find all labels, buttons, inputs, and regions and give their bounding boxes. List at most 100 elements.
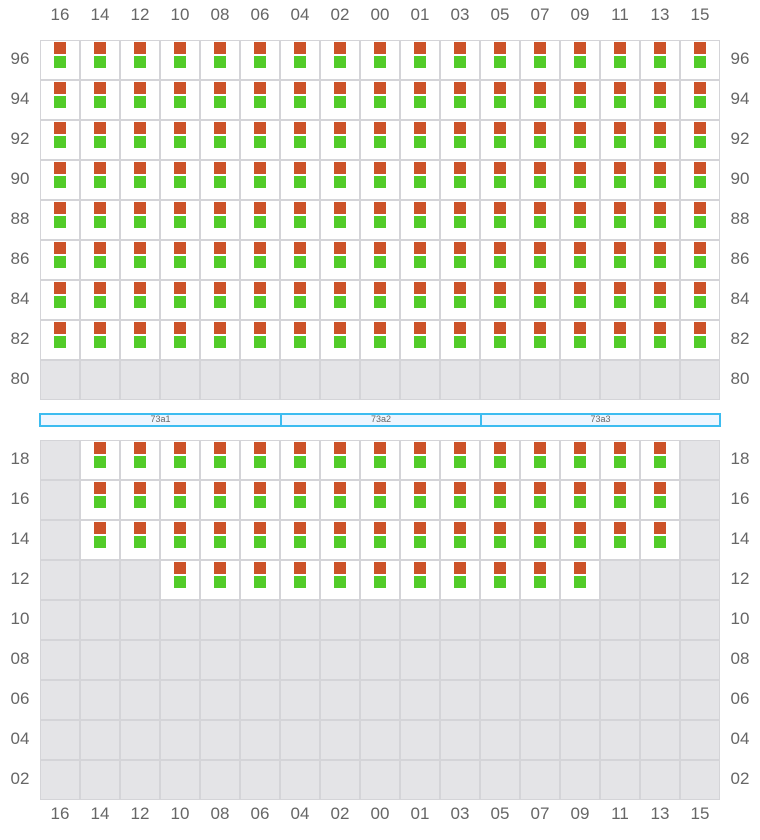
seat-cell[interactable] [40,80,80,120]
seat-cell[interactable] [120,320,160,360]
seat-cell[interactable] [320,160,360,200]
seat-cell[interactable] [520,480,560,520]
seat-cell[interactable] [320,120,360,160]
seat-cell[interactable] [480,440,520,480]
seat-cell[interactable] [240,80,280,120]
seat-cell[interactable] [40,40,80,80]
seat-cell[interactable] [120,160,160,200]
seat-cell[interactable] [440,280,480,320]
seat-cell[interactable] [80,320,120,360]
seat-cell[interactable] [240,120,280,160]
seat-cell[interactable] [400,40,440,80]
seat-cell[interactable] [320,200,360,240]
seat-cell[interactable] [640,40,680,80]
seat-cell[interactable] [680,320,720,360]
seat-cell[interactable] [480,240,520,280]
seat-cell[interactable] [560,440,600,480]
seat-cell[interactable] [560,560,600,600]
seat-cell[interactable] [600,200,640,240]
seat-cell[interactable] [560,120,600,160]
seat-cell[interactable] [640,80,680,120]
seat-cell[interactable] [200,320,240,360]
seat-cell[interactable] [280,80,320,120]
seat-cell[interactable] [600,120,640,160]
seat-cell[interactable] [600,80,640,120]
seat-cell[interactable] [400,520,440,560]
seat-cell[interactable] [360,480,400,520]
seat-cell[interactable] [200,560,240,600]
seat-cell[interactable] [240,280,280,320]
seat-cell[interactable] [280,520,320,560]
seat-cell[interactable] [320,320,360,360]
seat-cell[interactable] [40,160,80,200]
seat-cell[interactable] [640,440,680,480]
seat-cell[interactable] [600,520,640,560]
seat-cell[interactable] [360,160,400,200]
seat-cell[interactable] [120,240,160,280]
seat-cell[interactable] [80,240,120,280]
seat-cell[interactable] [440,320,480,360]
seat-cell[interactable] [400,280,440,320]
seat-cell[interactable] [360,280,400,320]
seat-cell[interactable] [160,160,200,200]
seat-cell[interactable] [640,480,680,520]
seat-cell[interactable] [160,440,200,480]
seat-cell[interactable] [360,80,400,120]
seat-cell[interactable] [600,240,640,280]
seat-cell[interactable] [240,520,280,560]
seat-cell[interactable] [160,200,200,240]
seat-cell[interactable] [200,240,240,280]
seat-cell[interactable] [200,160,240,200]
seat-cell[interactable] [360,560,400,600]
seat-cell[interactable] [560,520,600,560]
seat-cell[interactable] [520,200,560,240]
seat-cell[interactable] [600,40,640,80]
seat-cell[interactable] [400,480,440,520]
seat-cell[interactable] [600,160,640,200]
seat-cell[interactable] [480,200,520,240]
seat-cell[interactable] [480,560,520,600]
seat-cell[interactable] [280,240,320,280]
seat-cell[interactable] [480,280,520,320]
seat-cell[interactable] [280,440,320,480]
seat-cell[interactable] [200,520,240,560]
seat-cell[interactable] [640,280,680,320]
seat-cell[interactable] [120,280,160,320]
seat-cell[interactable] [320,480,360,520]
seat-cell[interactable] [680,160,720,200]
seat-cell[interactable] [280,40,320,80]
seat-cell[interactable] [160,280,200,320]
seat-cell[interactable] [560,240,600,280]
seat-cell[interactable] [160,240,200,280]
seat-cell[interactable] [80,480,120,520]
seat-cell[interactable] [280,560,320,600]
seat-cell[interactable] [520,520,560,560]
seat-cell[interactable] [280,280,320,320]
seat-cell[interactable] [640,200,680,240]
seat-cell[interactable] [480,120,520,160]
seat-cell[interactable] [320,40,360,80]
seat-cell[interactable] [120,120,160,160]
seat-cell[interactable] [80,80,120,120]
seat-cell[interactable] [680,200,720,240]
seat-cell[interactable] [520,320,560,360]
seat-cell[interactable] [400,320,440,360]
seat-cell[interactable] [80,520,120,560]
seat-cell[interactable] [680,120,720,160]
seat-cell[interactable] [200,440,240,480]
seat-cell[interactable] [120,480,160,520]
seat-cell[interactable] [40,320,80,360]
seat-cell[interactable] [240,320,280,360]
seat-cell[interactable] [400,160,440,200]
seat-cell[interactable] [520,40,560,80]
seat-cell[interactable] [40,280,80,320]
seat-cell[interactable] [440,120,480,160]
seat-cell[interactable] [400,80,440,120]
seat-cell[interactable] [40,240,80,280]
seat-cell[interactable] [480,160,520,200]
seat-cell[interactable] [320,240,360,280]
seat-cell[interactable] [400,240,440,280]
seat-cell[interactable] [360,520,400,560]
section-band-73a1[interactable]: 73a1 [39,413,282,427]
seat-cell[interactable] [520,560,560,600]
